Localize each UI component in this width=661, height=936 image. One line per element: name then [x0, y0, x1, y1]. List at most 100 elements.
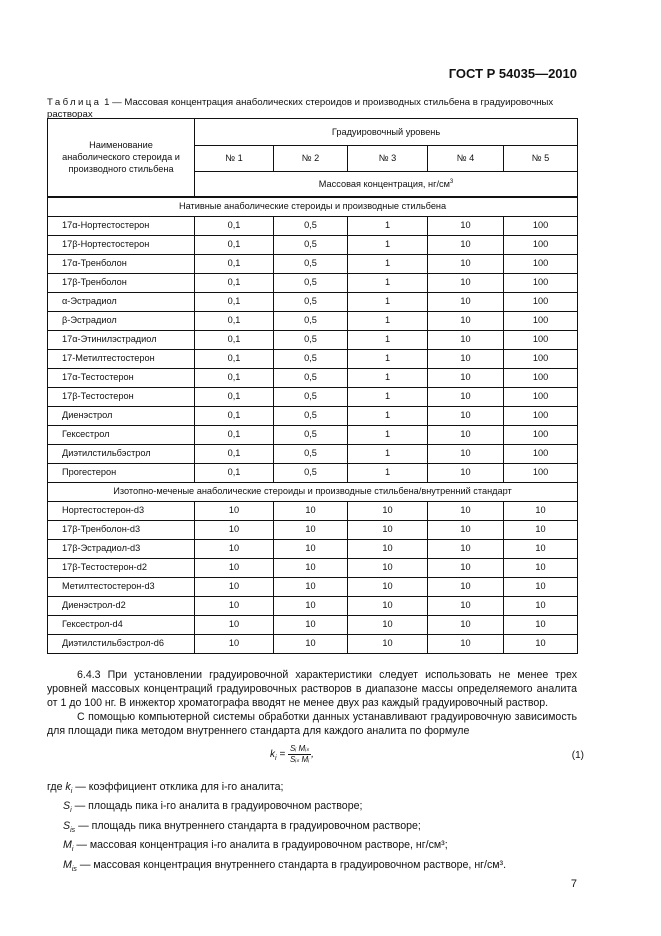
definition-subscript: is	[71, 866, 77, 874]
standard-header: ГОСТ Р 54035—2010	[448, 66, 577, 81]
table-row: Диенэстрол 0,1 0,5 1 10 100	[47, 405, 579, 426]
concentration-cell: 10	[427, 519, 504, 540]
concentration-cell: 0,5	[273, 405, 348, 426]
concentration-cell: 0,5	[273, 272, 348, 293]
table-row: 17α-Тренболон 0,1 0,5 1 10 100	[47, 253, 579, 274]
compound-name: 17β-Нортестостерон	[47, 234, 195, 255]
compound-name: Гексестрол	[47, 424, 195, 445]
concentration-cell: 10	[502, 538, 579, 559]
concentration-cell: 0,1	[194, 272, 274, 293]
unit-text: Массовая концентрация, нг/см	[318, 179, 450, 190]
concentration-cell: 1	[347, 291, 428, 312]
table-caption: Таблица 1 — Массовая концентрация анабол…	[47, 97, 577, 121]
concentration-cell: 10	[427, 557, 504, 578]
compound-name: Диэтилстильбэстрол-d6	[47, 633, 195, 654]
section-title: Нативные анаболические стероиды и произв…	[46, 195, 579, 217]
concentration-cell: 100	[502, 367, 579, 388]
paragraph-6-4-3: 6.4.3 При установлении градуировочной ха…	[47, 668, 577, 709]
table-row: 17β-Тестостерон 0,1 0,5 1 10 100	[47, 386, 579, 407]
concentration-cell: 10	[273, 519, 348, 540]
concentration-cell: 1	[347, 329, 428, 350]
definition-subscript: i	[71, 846, 74, 854]
table-row: Прогестерон 0,1 0,5 1 10 100	[47, 462, 579, 483]
concentration-cell: 0,1	[194, 424, 274, 445]
table-row: 17α-Этинилэстрадиол 0,1 0,5 1 10 100	[47, 329, 579, 350]
compound-name: Нортестостерон-d3	[47, 500, 195, 521]
concentration-cell: 10	[427, 215, 504, 236]
body-text: 6.4.3 При установлении градуировочной ха…	[47, 668, 577, 738]
compound-name: 17α-Тренболон	[47, 253, 195, 274]
definition-symbol: k	[65, 780, 71, 793]
concentration-cell: 100	[502, 348, 579, 369]
concentration-cell: 1	[347, 215, 428, 236]
compound-name: 17β-Тестостерон	[47, 386, 195, 407]
definition-item: Mis — массовая концентрация внутреннего …	[47, 858, 577, 878]
concentration-cell: 0,5	[273, 424, 348, 445]
concentration-cell: 10	[427, 633, 504, 654]
concentration-cell: 10	[427, 310, 504, 331]
concentration-cell: 1	[347, 424, 428, 445]
definition-item: где ki — коэффициент отклика для i-го ан…	[47, 780, 577, 800]
paragraph-formula-intro: С помощью компьютерной системы обработки…	[47, 710, 577, 737]
definition-symbol: S	[63, 819, 71, 832]
table-row: α-Эстрадиол 0,1 0,5 1 10 100	[47, 291, 579, 312]
concentration-cell: 0,5	[273, 291, 348, 312]
name-column-header: Наименование анаболического стероида и п…	[47, 118, 195, 197]
concentration-cell: 10	[427, 291, 504, 312]
concentration-cell: 10	[427, 405, 504, 426]
level-header: Градуировочный уровень	[193, 118, 579, 146]
concentration-cell: 10	[347, 500, 428, 521]
table-row: 17β-Эстрадиол-d3 10 10 10 10 10	[47, 538, 579, 559]
concentration-cell: 0,5	[273, 462, 348, 483]
caption-label: Таблица	[47, 97, 102, 108]
table-row: Диенэстрол-d2 10 10 10 10 10	[47, 595, 579, 616]
concentration-cell: 0,5	[273, 253, 348, 274]
concentration-cell: 10	[427, 272, 504, 293]
definition-text: — массовая концентрация внутреннего стан…	[76, 858, 507, 871]
concentration-cell: 10	[502, 633, 579, 654]
concentration-cell: 100	[502, 462, 579, 483]
definition-subscript: i	[70, 807, 72, 815]
concentration-cell: 10	[427, 462, 504, 483]
concentration-cell: 0,5	[273, 348, 348, 369]
definition-item: Mi — массовая концентрация i-го аналита …	[47, 838, 577, 858]
concentration-cell: 10	[502, 557, 579, 578]
concentration-cell: 0,1	[194, 462, 274, 483]
concentration-cell: 1	[347, 443, 428, 464]
concentration-cell: 100	[502, 234, 579, 255]
compound-name: 17-Метилтестостерон	[47, 348, 195, 369]
table-row: 17β-Тренболон 0,1 0,5 1 10 100	[47, 272, 579, 293]
concentration-cell: 10	[194, 595, 274, 616]
concentration-cell: 10	[427, 234, 504, 255]
definition-item: Sis — площадь пика внутреннего стандарта…	[47, 819, 577, 839]
compound-name: Диенэстрол-d2	[47, 595, 195, 616]
concentration-cell: 10	[427, 595, 504, 616]
concentration-cell: 10	[502, 614, 579, 635]
definition-text: — площадь пика i-го аналита в градуирово…	[71, 800, 363, 813]
concentration-cell: 10	[273, 595, 348, 616]
compound-name: Гексестрол-d4	[47, 614, 195, 635]
definition-symbol: M	[63, 858, 72, 871]
definition-prefix: где	[47, 780, 66, 793]
formula-number: (1)	[571, 749, 584, 761]
caption-text: 1 — Массовая концентрация анаболических …	[47, 97, 554, 120]
definition-subscript: i	[70, 787, 73, 795]
page-number: 7	[570, 878, 577, 890]
unit-sup: 3	[449, 179, 454, 186]
concentration-cell: 0,1	[194, 329, 274, 350]
concentration-cell: 10	[427, 386, 504, 407]
concentration-cell: 1	[347, 310, 428, 331]
formula-fraction: Sᵢ Mᵢₛ Sᵢₛ Mᵢ	[287, 744, 312, 765]
concentration-cell: 0,5	[273, 310, 348, 331]
concentration-cell: 0,1	[194, 405, 274, 426]
compound-name: 17β-Тестостерон-d2	[47, 557, 195, 578]
concentration-cell: 10	[273, 614, 348, 635]
compound-name: 17β-Тренболон-d3	[47, 519, 195, 540]
concentration-cell: 1	[347, 367, 428, 388]
concentration-cell: 0,5	[273, 234, 348, 255]
definition-symbol: M	[63, 839, 72, 852]
level-5-header: № 5	[502, 145, 579, 172]
concentration-cell: 1	[347, 253, 428, 274]
concentration-cell: 10	[347, 576, 428, 597]
